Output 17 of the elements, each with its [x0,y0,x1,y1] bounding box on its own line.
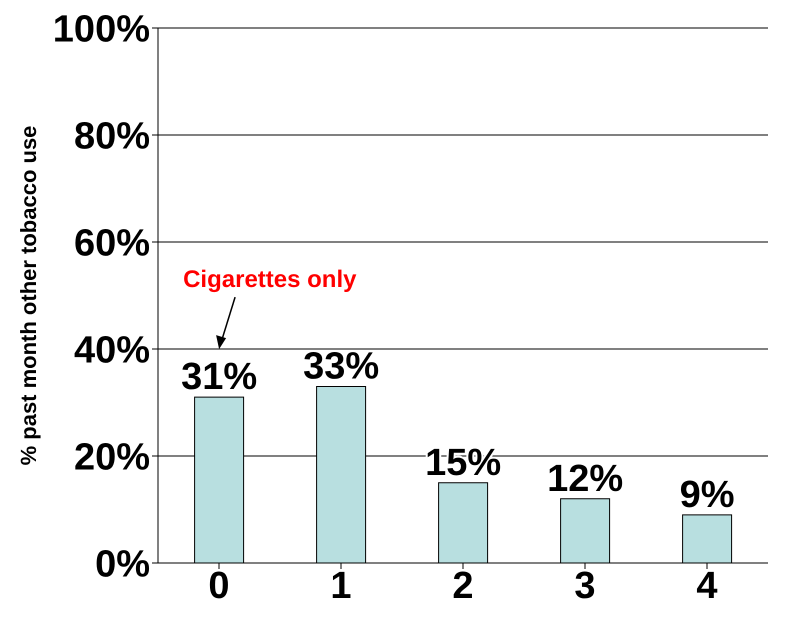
x-tick-label: 1 [330,564,352,607]
x-tick-label: 2 [452,564,474,607]
data-label: 9% [680,474,735,516]
x-tick-label: 3 [574,564,596,607]
x-tick-label: 4 [696,564,718,607]
annotation: Cigarettes only [183,266,358,294]
data-label: 12% [547,458,624,500]
y-axis-title: % past month other tobacco use [16,126,41,466]
data-label: 31% [181,356,258,398]
x-tick-label: 0 [208,564,230,607]
y-tick-label: 100% [52,8,150,50]
y-tick-label: 0% [95,543,150,586]
y-tick-label: 20% [74,436,150,478]
y-tick-label: 40% [74,329,150,372]
y-tick-label: 80% [74,115,150,158]
data-label: 33% [303,345,380,388]
y-tick-label: 60% [74,222,150,264]
